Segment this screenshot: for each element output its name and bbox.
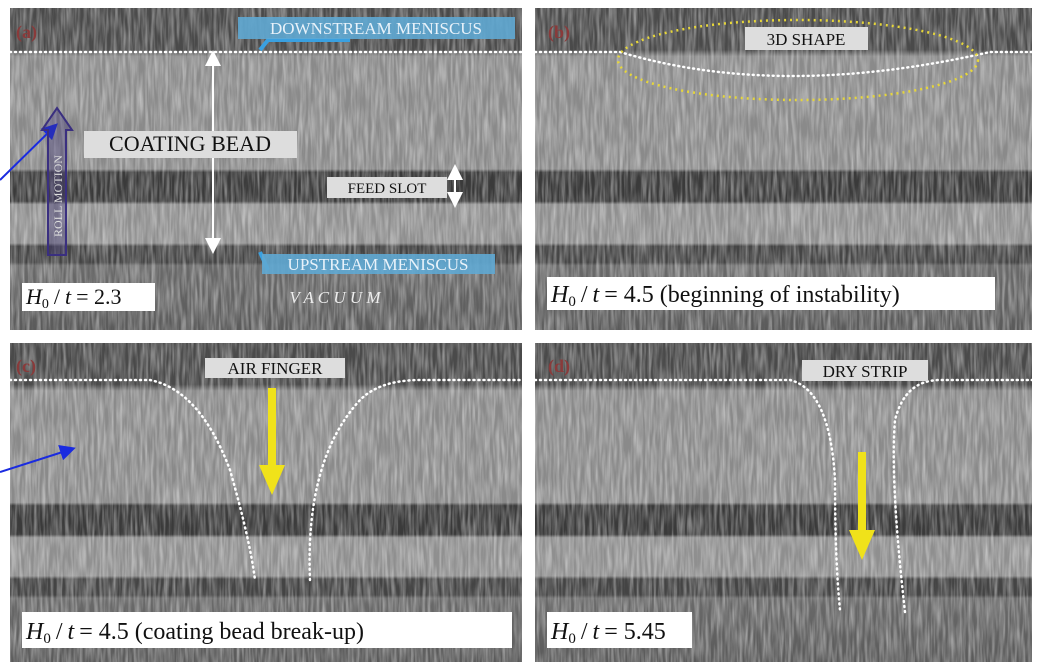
caption-value: = 4.5 (beginning of instability) [604, 282, 900, 308]
caption-symbol: H [25, 619, 45, 645]
caption-subscript: 0 [43, 631, 51, 647]
caption-value: = 4.5 (coating bead break-up) [79, 619, 364, 645]
panel-label: (b) [548, 22, 570, 43]
caption-symbol: H [550, 282, 570, 308]
panel-a [10, 8, 522, 330]
caption-slash: / [54, 284, 61, 309]
annotation: UPSTREAM MENISCUS [288, 255, 469, 274]
caption-variable: t [65, 284, 72, 309]
annotation: AIR FINGER [228, 359, 324, 378]
annotation: FEED SLOT [348, 181, 427, 197]
figure: (a) (b) (c) (d) DOWNSTREAM MENISCUS COAT… [0, 0, 1042, 662]
caption-slash: / [56, 619, 63, 645]
caption-slash: / [581, 619, 588, 645]
panel-label: (d) [548, 356, 570, 377]
caption: H0/t= 5.45 [550, 619, 666, 647]
caption-value: = 2.3 [76, 284, 121, 309]
caption-slash: / [581, 282, 588, 308]
caption-subscript: 0 [42, 297, 49, 312]
annotation: DRY STRIP [823, 362, 908, 381]
panel-label: (c) [16, 356, 36, 377]
annotation: COATING BEAD [109, 131, 271, 156]
caption-subscript: 0 [568, 631, 576, 647]
annotation: ROLL MOTION [51, 155, 65, 237]
annotation: 3D SHAPE [767, 30, 846, 49]
panel-label: (a) [16, 22, 37, 43]
annotation: DOWNSTREAM MENISCUS [270, 19, 482, 38]
caption-value: = 5.45 [604, 619, 666, 645]
annotation: V A C U U M [289, 288, 381, 307]
caption-symbol: H [25, 284, 43, 309]
caption-subscript: 0 [568, 294, 576, 310]
caption-symbol: H [550, 619, 570, 645]
